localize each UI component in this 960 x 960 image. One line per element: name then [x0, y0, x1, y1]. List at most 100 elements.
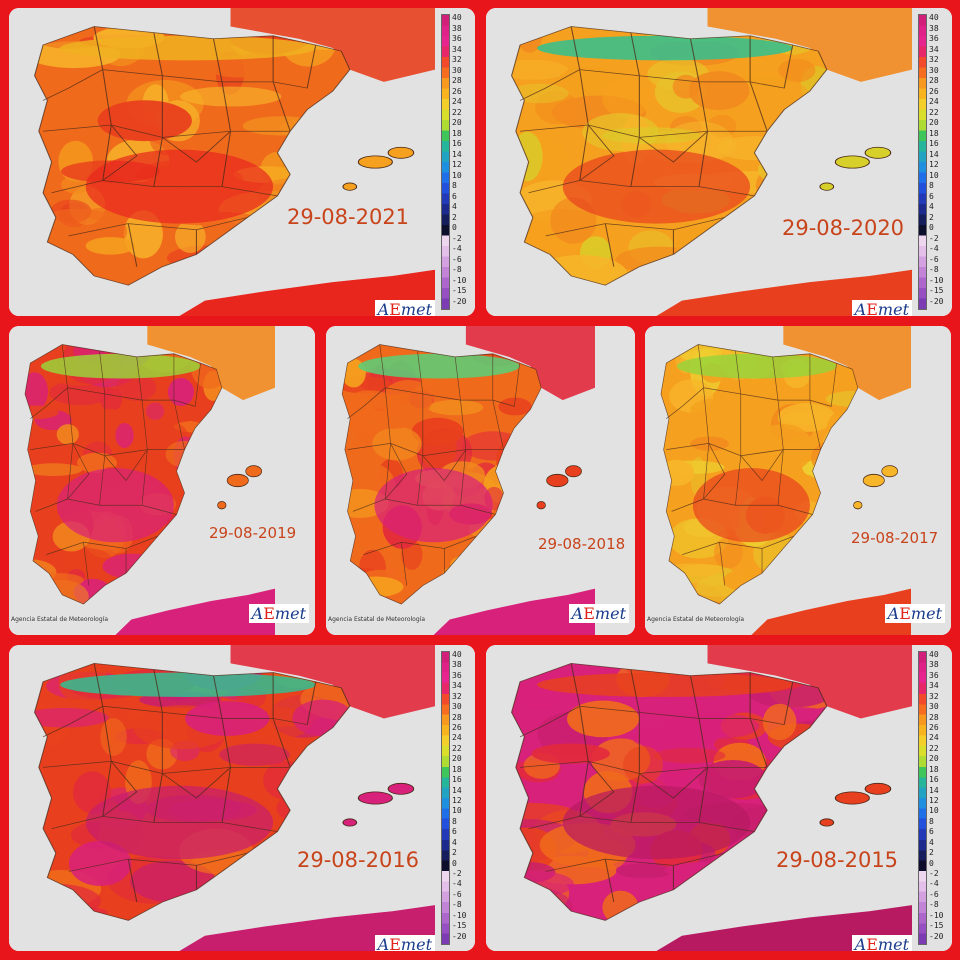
france-region — [147, 326, 275, 401]
legend-label: 34 — [929, 681, 939, 691]
logo-accent: E — [866, 935, 878, 951]
legend-label: -4 — [929, 244, 939, 253]
legend-label: 24 — [452, 97, 462, 106]
legend-label: 0 — [929, 223, 934, 232]
aemet-logo: AEmet — [374, 935, 435, 951]
legend-label: 8 — [452, 181, 457, 190]
legend-label: 10 — [929, 806, 939, 816]
legend-label: -10 — [452, 910, 467, 920]
balearic-island — [819, 182, 835, 191]
legend-label: 22 — [929, 107, 939, 117]
legend-label: 12 — [452, 796, 462, 805]
legend-label: 32 — [452, 691, 462, 701]
legend-label: -20 — [929, 931, 944, 941]
legend-label: 40 — [452, 650, 462, 659]
balearic-island — [342, 182, 358, 191]
legend-colorbar — [918, 651, 927, 945]
logo-suffix: met — [400, 935, 432, 951]
legend-label: 20 — [929, 118, 939, 127]
france-region — [230, 8, 436, 82]
legend-label: 12 — [929, 160, 939, 169]
legend-label: -20 — [452, 296, 467, 306]
africa-region — [656, 905, 912, 951]
france-region — [465, 326, 595, 401]
africa-region — [179, 269, 436, 316]
legend-label: 32 — [929, 691, 939, 701]
legend-label: 8 — [929, 816, 934, 826]
legend-label: 24 — [452, 733, 462, 743]
legend-label: 36 — [929, 34, 939, 43]
logo-prefix: A — [571, 604, 584, 623]
province-borders — [24, 344, 223, 605]
legend-label: 10 — [452, 806, 462, 816]
logo-prefix: A — [377, 300, 390, 316]
balearic-island — [387, 146, 415, 159]
legend-label: -20 — [929, 296, 944, 306]
map-panel-2016: 40 38 36 34 32 30 28 26 24 22 20 18 16 14 12 10 8 6 4 2 0 -2-… — [9, 645, 475, 951]
province-borders — [34, 26, 351, 286]
legend-label: 28 — [929, 712, 939, 722]
temperature-map — [9, 8, 475, 316]
legend-label: 18 — [452, 128, 462, 138]
france-region — [707, 8, 912, 82]
balearic-island — [853, 501, 863, 510]
temperature-map — [9, 645, 475, 951]
date-label: 29-08-2019 — [209, 524, 297, 542]
legend-label: 4 — [929, 202, 934, 211]
map-panel-2021: 40 38 36 34 32 30 28 26 24 22 20 18 16 14 12 10 8 6 4 2 0 -2-… — [9, 8, 475, 316]
logo-prefix: A — [251, 604, 264, 623]
aemet-credit: Agencia Estatal de Meteorología — [328, 616, 425, 623]
legend-label: 8 — [929, 181, 934, 190]
legend-label: -8 — [452, 900, 462, 910]
legend-label: 30 — [452, 702, 462, 712]
temperature-map — [486, 8, 952, 316]
balearic-island — [536, 501, 546, 510]
legend-label: 2 — [452, 212, 457, 222]
legend-label: -10 — [929, 275, 944, 285]
legend-label: 28 — [452, 712, 462, 722]
africa-region — [751, 588, 911, 635]
legend-label: 28 — [929, 76, 939, 85]
legend-label: 16 — [929, 775, 939, 785]
aemet-logo: AEmet — [568, 604, 629, 623]
logo-prefix: A — [854, 300, 867, 316]
legend-label: 14 — [929, 149, 939, 159]
map-panel-2017: AEmet Agencia Estatal de Meteorología 29-0… — [645, 326, 951, 635]
temperature-field — [511, 663, 827, 921]
africa-region — [179, 905, 436, 951]
legend-label: -4 — [929, 879, 939, 889]
legend-label: 38 — [452, 23, 462, 33]
legend-label: -8 — [929, 265, 939, 274]
balearic-island — [546, 473, 569, 488]
legend-label: 40 — [929, 650, 939, 659]
balearic-island — [217, 501, 227, 510]
legend-label: -15 — [929, 286, 944, 295]
logo-accent: E — [583, 604, 595, 623]
logo-suffix: met — [877, 935, 909, 951]
province-borders — [511, 26, 828, 286]
aemet-logo: AEmet — [851, 300, 912, 316]
aemet-logo: AEmet — [374, 300, 435, 316]
legend-label: -20 — [452, 931, 467, 941]
legend-label: 34 — [929, 44, 939, 54]
legend-label: 16 — [452, 775, 462, 785]
legend-colorbar — [441, 651, 450, 945]
aemet-credit: Agencia Estatal de Meteorología — [647, 616, 744, 623]
legend-label: 24 — [929, 97, 939, 106]
date-label: 29-08-2016 — [297, 848, 420, 872]
map-panel-2015: 40 38 36 34 32 30 28 26 24 22 20 18 16 14 12 10 8 6 4 2 0 -2-… — [486, 645, 952, 951]
legend-label: 18 — [452, 764, 462, 774]
legend-label: -8 — [452, 265, 462, 274]
logo-suffix: met — [877, 300, 909, 316]
legend-label: 36 — [929, 670, 939, 680]
legend-label: 8 — [452, 816, 457, 826]
legend-label: -2 — [929, 869, 939, 878]
logo-prefix: A — [854, 935, 867, 951]
date-label: 29-08-2017 — [851, 529, 939, 547]
legend-label: -8 — [929, 900, 939, 910]
balearic-island — [565, 465, 582, 478]
legend-label: -6 — [929, 889, 939, 899]
legend-label: 30 — [929, 65, 939, 75]
legend-label: 4 — [452, 202, 457, 211]
map-panel-2020: 40 38 36 34 32 30 28 26 24 22 20 18 16 14 12 10 8 6 4 2 0 -2-… — [486, 8, 952, 316]
